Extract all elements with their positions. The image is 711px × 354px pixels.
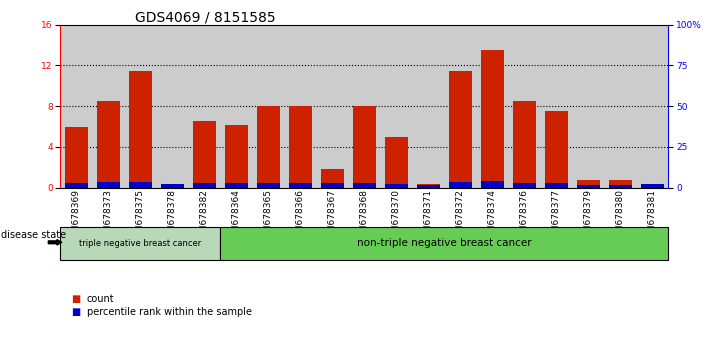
Bar	[609, 185, 631, 188]
Bar	[353, 183, 375, 188]
Text: ■: ■	[71, 307, 80, 317]
Bar	[289, 183, 311, 188]
Bar	[353, 106, 375, 188]
Bar	[225, 125, 247, 188]
Bar	[321, 169, 343, 188]
Bar	[449, 182, 471, 188]
Bar	[61, 25, 92, 188]
Bar	[385, 137, 407, 188]
Bar	[577, 185, 599, 188]
Bar	[605, 25, 636, 188]
Bar	[545, 183, 567, 188]
Bar	[285, 25, 316, 188]
Bar	[609, 181, 631, 188]
Text: percentile rank within the sample: percentile rank within the sample	[87, 307, 252, 317]
Bar	[417, 184, 439, 188]
Bar	[445, 25, 476, 188]
Text: count: count	[87, 294, 114, 304]
Bar	[257, 106, 279, 188]
Bar	[225, 183, 247, 188]
Bar	[65, 127, 87, 188]
Bar	[637, 25, 668, 188]
Bar	[93, 25, 124, 188]
Bar	[189, 25, 220, 188]
Bar	[477, 25, 508, 188]
Bar	[97, 182, 119, 188]
Bar	[289, 106, 311, 188]
Bar	[481, 181, 503, 188]
Bar	[221, 25, 252, 188]
Text: ■: ■	[71, 294, 80, 304]
Bar	[317, 25, 348, 188]
Bar	[449, 70, 471, 188]
Bar	[385, 184, 407, 188]
Text: GDS4069 / 8151585: GDS4069 / 8151585	[135, 11, 276, 25]
Bar	[417, 183, 439, 188]
Bar	[97, 101, 119, 188]
Text: disease state: disease state	[1, 229, 67, 240]
Bar	[545, 111, 567, 188]
Bar	[381, 25, 412, 188]
Bar	[65, 183, 87, 188]
Bar	[481, 50, 503, 188]
Bar	[577, 181, 599, 188]
Bar	[157, 25, 188, 188]
Bar	[349, 25, 380, 188]
Bar	[321, 183, 343, 188]
Bar	[129, 70, 151, 188]
Bar	[125, 25, 156, 188]
Bar	[193, 121, 215, 188]
Bar	[513, 183, 535, 188]
Bar	[513, 101, 535, 188]
Bar	[509, 25, 540, 188]
Bar	[193, 183, 215, 188]
Bar	[257, 183, 279, 188]
Bar	[541, 25, 572, 188]
Text: triple negative breast cancer: triple negative breast cancer	[80, 239, 201, 248]
Bar	[253, 25, 284, 188]
Bar	[413, 25, 444, 188]
Bar	[573, 25, 604, 188]
Bar	[161, 184, 183, 188]
Bar	[161, 183, 183, 188]
Bar	[641, 184, 663, 188]
Text: non-triple negative breast cancer: non-triple negative breast cancer	[357, 238, 532, 249]
Bar	[129, 182, 151, 188]
Bar	[641, 183, 663, 188]
